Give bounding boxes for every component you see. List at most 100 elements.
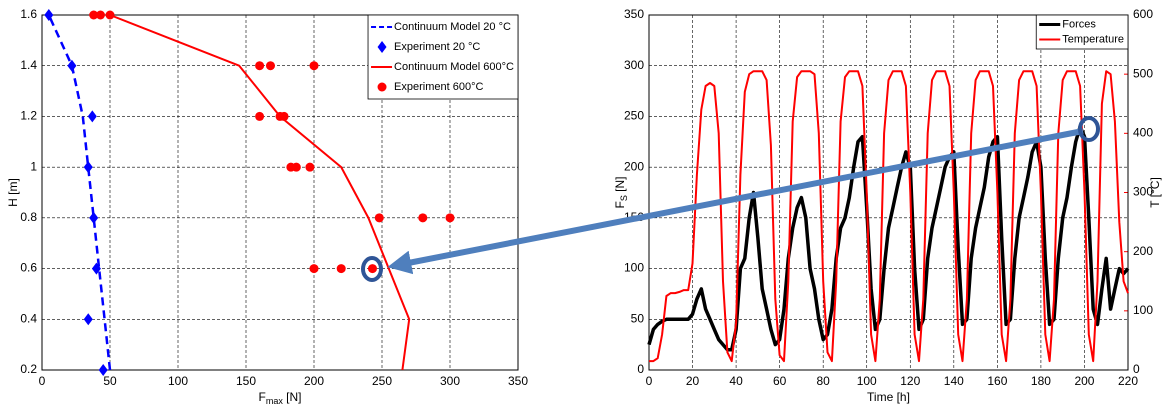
y-tick-label: 350 (624, 7, 644, 21)
legend-label: Continuum Model 600°C (394, 61, 514, 73)
axis-label-part: [N] (613, 176, 627, 195)
y-tick-label: 0 (637, 362, 644, 376)
y2-tick-label: 400 (1133, 126, 1153, 140)
data-point (98, 364, 108, 376)
data-point (255, 111, 265, 121)
y2-tick-label: 500 (1133, 66, 1153, 80)
data-point (105, 10, 115, 20)
legend: Continuum Model 20 °C Experiment 20 °C Con… (367, 14, 519, 100)
highlight-circle (1078, 116, 1100, 142)
data-point (374, 213, 384, 223)
axis-label-part: Time [h] (867, 390, 910, 404)
y-tick-label: 0.6 (20, 261, 37, 275)
data-point (305, 162, 315, 172)
y-tick-label: 50 (631, 311, 645, 325)
legend-label: Experiment 600°C (394, 81, 483, 93)
data-point (255, 61, 265, 71)
y-tick-label: 100 (624, 261, 644, 275)
x-tick-label: 80 (817, 374, 831, 388)
legend-label: Forces (1062, 18, 1096, 30)
data-point (91, 262, 101, 275)
x-tick-label: 250 (372, 374, 392, 388)
data-point (309, 61, 319, 71)
annotation (361, 116, 1100, 282)
plot-border (41, 14, 519, 371)
x-tick-label: 200 (304, 374, 324, 388)
legend-swatch (377, 82, 387, 92)
data-point (83, 161, 93, 174)
data-point (291, 162, 301, 172)
x-tick-label: 120 (900, 374, 920, 388)
axis-label-part: max (266, 396, 284, 406)
y-tick-label: 1 (30, 159, 37, 173)
axis-label-part: F (258, 390, 265, 404)
data-point (44, 9, 54, 21)
data-point (89, 10, 99, 20)
data-point (336, 264, 346, 274)
y2-tick-label: 0 (1133, 362, 1140, 376)
data-point (95, 10, 105, 20)
plot-border (648, 14, 1129, 371)
y2-tick-label: 600 (1133, 7, 1153, 21)
x-tick-label: 160 (987, 374, 1007, 388)
legend-box (1035, 14, 1129, 50)
y2-axis-label: T [°C] (1148, 177, 1162, 208)
axis-label: FS [N] (613, 176, 629, 208)
x-tick-label: 40 (729, 374, 743, 388)
y-tick-label: 1.4 (20, 58, 37, 72)
y-tick-label: 250 (624, 109, 644, 123)
y-tick-label: 200 (624, 159, 644, 173)
legend-label: Continuum Model 20 °C (394, 21, 511, 33)
x-tick-label: 50 (103, 374, 117, 388)
x-tick-label: 140 (944, 374, 964, 388)
y-tick-label: 300 (624, 58, 644, 72)
x-tick-label: 20 (686, 374, 700, 388)
data-point (87, 110, 97, 123)
highlight-circle (361, 256, 383, 282)
legend: Forces Temperature (1035, 14, 1129, 50)
data-point (83, 313, 93, 326)
axis-label: Fmax [N] (258, 390, 301, 406)
y2-tick-label: 300 (1133, 185, 1153, 199)
x-tick-label: 100 (168, 374, 188, 388)
data-point (367, 264, 377, 274)
x-tick-label: 220 (1118, 374, 1138, 388)
data-point (445, 213, 455, 223)
axis-label-part: [N] (283, 390, 302, 404)
x-tick-label: 0 (646, 374, 653, 388)
legend-label: Experiment 20 °C (394, 41, 480, 53)
arrow (387, 128, 1084, 275)
y-tick-label: 1.2 (20, 109, 37, 123)
axis-label: Time [h] (867, 390, 910, 404)
x-tick-label: 300 (440, 374, 460, 388)
data-point (309, 264, 319, 274)
y-tick-label: 0.8 (20, 210, 37, 224)
data-line (109, 14, 411, 371)
legend-swatch (377, 41, 387, 53)
x-tick-label: 100 (857, 374, 877, 388)
y2-tick-label: 100 (1133, 303, 1153, 317)
x-tick-label: 200 (1074, 374, 1094, 388)
axis-label-part: S (619, 195, 629, 201)
legend-label: Temperature (1062, 33, 1124, 45)
data-point (89, 211, 99, 224)
data-point (265, 61, 275, 71)
y-tick-label: 0.4 (20, 311, 37, 325)
y-tick-label: 0.2 (20, 362, 37, 376)
y-tick-label: 1.6 (20, 7, 37, 21)
x-tick-label: 350 (508, 374, 528, 388)
axis-label-part: F (613, 201, 627, 208)
data-line (647, 124, 1130, 352)
data-line (649, 70, 1129, 363)
y-axis-label: H [m] (6, 178, 20, 207)
data-line (47, 14, 112, 371)
legend-box (367, 14, 519, 100)
y2-tick-label: 200 (1133, 244, 1153, 258)
x-tick-label: 150 (236, 374, 256, 388)
data-point (418, 213, 428, 223)
x-tick-label: 60 (773, 374, 787, 388)
x-tick-label: 180 (1031, 374, 1051, 388)
data-point (279, 111, 289, 121)
data-point (67, 59, 77, 72)
